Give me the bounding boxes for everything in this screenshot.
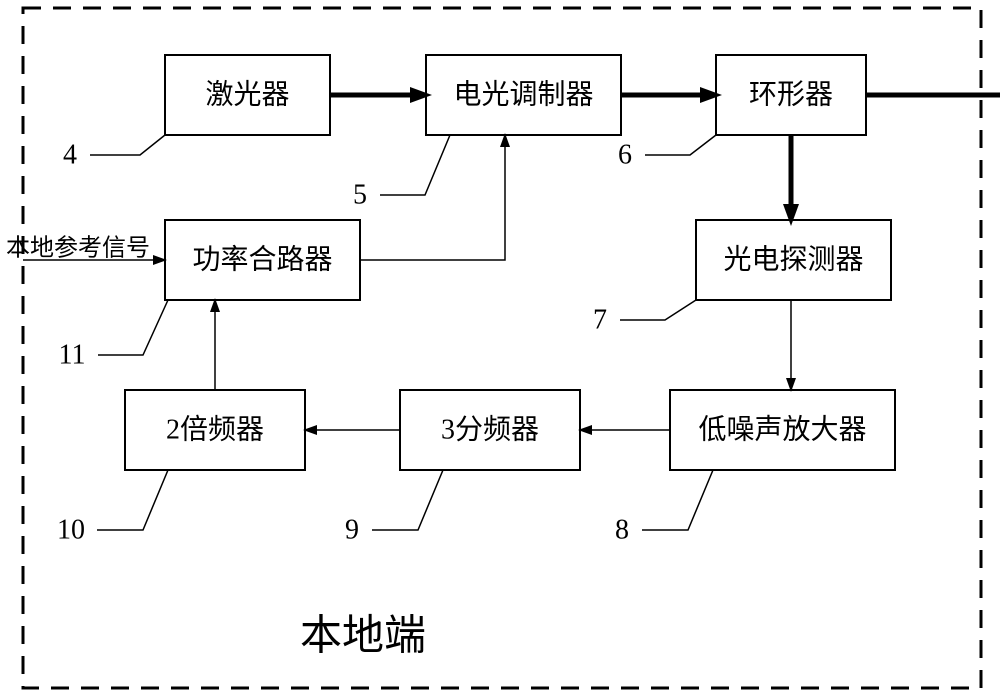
box-label-combiner: 功率合路器 — [192, 243, 332, 275]
diagram-canvas: 激光器 电光调制器 环形器功率合路器 光电探测器 2倍频器 3分频器 低噪声放大器 4 5 6 7… — [0, 0, 1000, 695]
leader-l4 — [90, 135, 165, 155]
box-label-laser: 激光器 — [205, 78, 289, 110]
leader-num-l9: 9 — [345, 514, 359, 545]
box-label-doubler: 2倍频器 — [166, 413, 264, 445]
box-label-circulator: 环形器 — [749, 78, 833, 110]
arrow-comb_to_eo — [360, 135, 505, 260]
boxes-group: 激光器 电光调制器 环形器功率合路器 光电探测器 2倍频器 3分频器 低噪声放大器 — [125, 55, 895, 470]
box-label-divider: 3分频器 — [441, 413, 539, 445]
leader-l7 — [620, 300, 696, 320]
leader-num-l7: 7 — [593, 304, 607, 335]
leader-num-l11: 11 — [59, 339, 86, 370]
local-end-label: 本地端 — [300, 614, 426, 660]
leader-l8 — [642, 470, 713, 530]
leader-lines-group: 4 5 6 7 8 9 10 11 — [57, 135, 716, 545]
leader-l5 — [380, 135, 450, 195]
leader-num-l4: 4 — [63, 139, 77, 170]
box-label-lna: 低噪声放大器 — [698, 413, 866, 445]
leader-num-l5: 5 — [353, 179, 367, 210]
reference-signal-label: 本地参考信号 — [6, 235, 150, 262]
leader-l10 — [97, 470, 168, 530]
leader-l11 — [98, 300, 168, 355]
leader-num-l8: 8 — [615, 514, 629, 545]
leader-num-l6: 6 — [618, 139, 632, 170]
box-label-eo_mod: 电光调制器 — [453, 78, 593, 110]
leader-num-l10: 10 — [57, 514, 85, 545]
box-label-photodet: 光电探测器 — [723, 243, 863, 275]
leader-l9 — [372, 470, 443, 530]
leader-l6 — [645, 135, 716, 155]
